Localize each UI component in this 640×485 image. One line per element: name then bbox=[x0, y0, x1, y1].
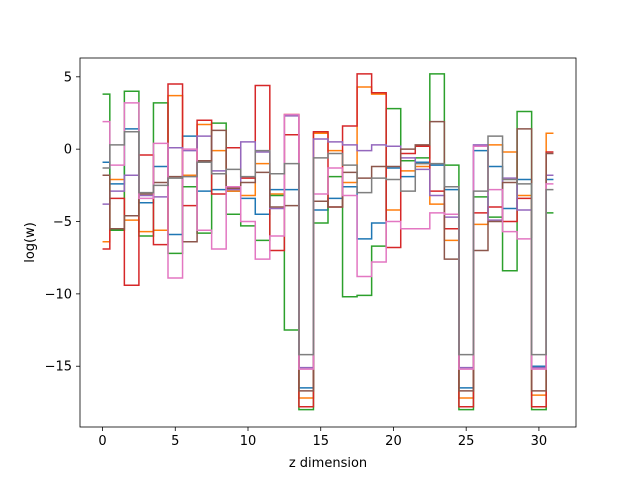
x-tick-label: 20 bbox=[385, 434, 402, 449]
series-line-6 bbox=[102, 120, 554, 392]
y-axis-ticks: 5 0 −5 −10 −15 bbox=[45, 70, 80, 375]
series-line-5 bbox=[102, 115, 554, 369]
y-tick-label: −10 bbox=[45, 287, 72, 302]
y-tick-label: −5 bbox=[53, 215, 72, 230]
x-tick-label: 30 bbox=[531, 434, 548, 449]
plot-area bbox=[79, 57, 577, 428]
x-tick-label: 10 bbox=[240, 434, 257, 449]
series-line-7 bbox=[102, 102, 554, 370]
x-tick-label: 25 bbox=[458, 434, 475, 449]
x-tick-label: 5 bbox=[171, 434, 179, 449]
x-tick-label: 0 bbox=[98, 434, 106, 449]
x-axis-ticks: 0 5 10 15 20 25 30 bbox=[98, 427, 547, 449]
series-group bbox=[102, 73, 554, 411]
y-axis-label: log(w) bbox=[23, 222, 38, 263]
y-tick-label: −15 bbox=[45, 360, 72, 375]
series-line-8 bbox=[102, 131, 554, 356]
y-tick-label: 0 bbox=[64, 143, 72, 158]
x-tick-label: 15 bbox=[312, 434, 329, 449]
y-tick-label: 5 bbox=[64, 70, 72, 85]
axes-frame bbox=[79, 57, 577, 428]
x-axis-label: z dimension bbox=[289, 456, 367, 471]
